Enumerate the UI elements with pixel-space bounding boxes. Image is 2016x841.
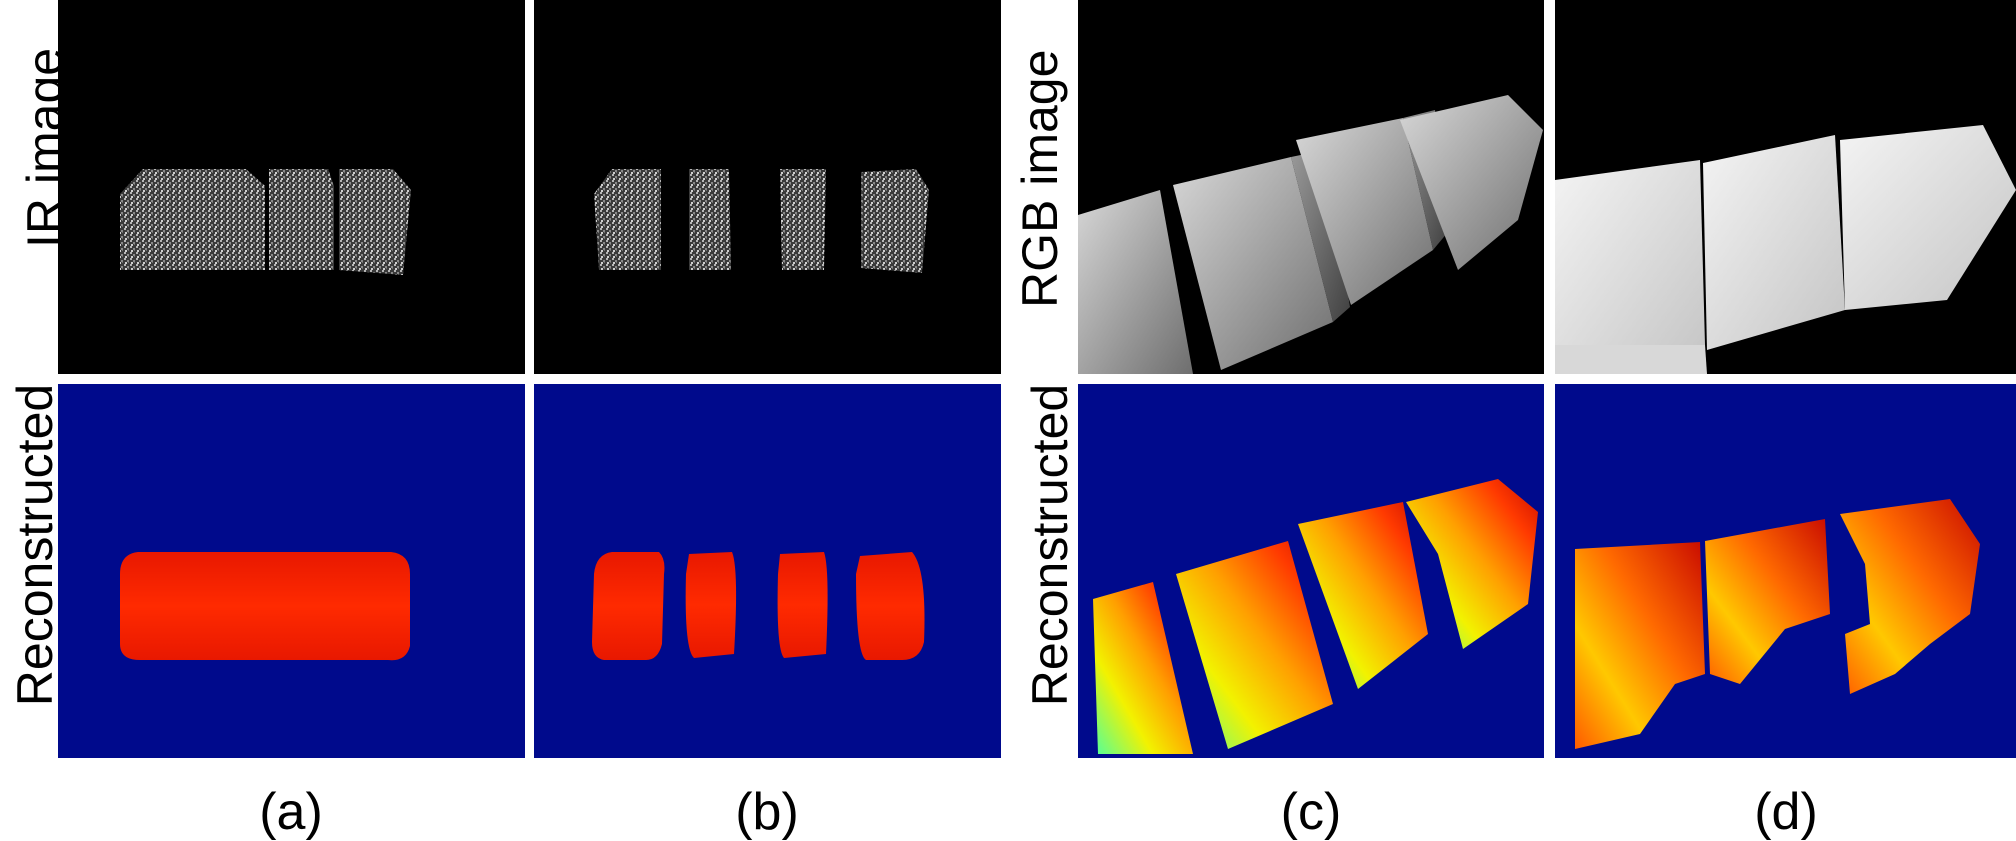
column-label-d: (d) xyxy=(1754,783,1818,841)
row-label-reconstructed-left: Reconstructed xyxy=(7,383,63,707)
ir-cubes-a xyxy=(120,169,411,275)
panel-a-ir-image xyxy=(58,0,525,374)
panel-d-reconstructed xyxy=(1555,384,2016,758)
panel-b-reconstructed xyxy=(534,384,1001,758)
depth-cubes-a xyxy=(120,552,410,661)
column-label-a: (a) xyxy=(259,783,323,841)
panel-c-rgb-image xyxy=(1078,0,1544,374)
row-label-reconstructed-right: Reconstructed xyxy=(1022,383,1078,707)
row-label-rgb-image: RGB image xyxy=(1012,49,1068,308)
panel-a-reconstructed xyxy=(58,384,525,758)
panel-b-ir-image xyxy=(534,0,1001,374)
depth-cubes-b xyxy=(592,552,925,660)
ir-cubes-b xyxy=(594,169,929,273)
rgb-cubes-d xyxy=(1555,125,2016,374)
column-label-b: (b) xyxy=(735,783,799,841)
panel-d-rgb-image xyxy=(1555,0,2016,374)
rgb-cubes-c xyxy=(1078,95,1543,374)
depth-cubes-c xyxy=(1093,479,1538,754)
panel-c-reconstructed xyxy=(1078,384,1544,758)
depth-cubes-d xyxy=(1575,499,1980,749)
column-label-c: (c) xyxy=(1280,783,1342,841)
